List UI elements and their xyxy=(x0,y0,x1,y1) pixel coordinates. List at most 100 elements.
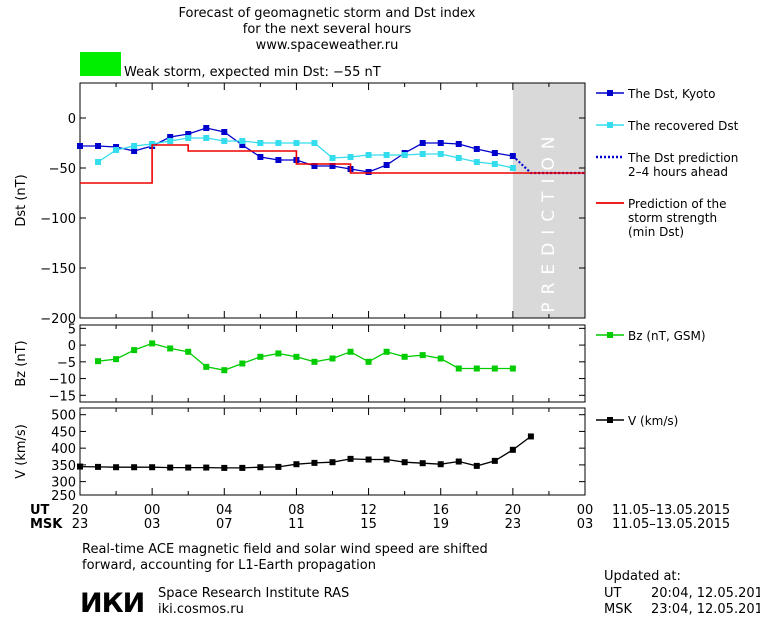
data-point xyxy=(185,131,192,137)
msk-axis-label: MSK xyxy=(30,517,63,532)
data-point xyxy=(347,154,354,160)
data-point xyxy=(329,355,336,362)
updated-msk-time: 23:04, 12.05.2015 xyxy=(651,602,760,617)
data-point xyxy=(401,353,408,360)
y-axis-label: V (km/s) xyxy=(14,424,29,479)
data-point xyxy=(383,152,390,158)
msk-date-range: 11.05–13.05.2015 xyxy=(612,517,730,532)
data-point xyxy=(131,148,138,154)
data-point xyxy=(329,163,336,169)
updated-label: Updated at: xyxy=(604,569,681,584)
data-point xyxy=(167,464,174,471)
data-point xyxy=(455,458,462,465)
data-point xyxy=(77,463,83,470)
data-point xyxy=(275,463,282,470)
ut-date-range: 11.05–13.05.2015 xyxy=(612,503,730,518)
data-point xyxy=(113,147,120,153)
figure-footer: Real-time ACE magnetic field and solar w… xyxy=(80,542,760,619)
data-point xyxy=(491,457,498,464)
data-point xyxy=(203,125,210,131)
data-point xyxy=(257,464,264,471)
prediction-band xyxy=(512,83,585,318)
y-axis-label: Bz (nT) xyxy=(14,340,29,386)
data-point xyxy=(329,459,336,466)
data-point xyxy=(239,138,246,144)
updated-ut-label: UT xyxy=(604,586,622,601)
msk-tick-label: 03 xyxy=(144,517,161,532)
legend-label: V (km/s) xyxy=(628,414,678,428)
data-point xyxy=(419,140,426,146)
data-point xyxy=(383,348,390,355)
msk-tick-label: 23 xyxy=(72,517,89,532)
data-point xyxy=(185,464,192,471)
data-point xyxy=(275,350,282,357)
data-point xyxy=(185,348,192,355)
legend-label: storm strength xyxy=(628,211,717,225)
data-point xyxy=(383,162,390,168)
dst-panel: PREDICTION 0 −50 −100 −150 −200 Dst (nT) The Ds… xyxy=(14,82,739,327)
y-tick-label: 0 xyxy=(68,112,76,127)
data-point xyxy=(275,157,282,163)
msk-tick-label: 15 xyxy=(360,517,377,532)
data-point xyxy=(509,153,516,159)
y-tick-label: −15 xyxy=(49,389,76,404)
data-point xyxy=(203,135,210,141)
data-point xyxy=(275,140,282,146)
y-tick-label: 450 xyxy=(51,425,76,440)
data-point xyxy=(293,461,300,468)
legend-marker xyxy=(607,417,613,423)
data-point xyxy=(437,461,444,468)
series-line xyxy=(80,144,585,184)
data-point xyxy=(131,143,138,149)
data-point xyxy=(437,140,444,146)
series-line xyxy=(80,127,514,173)
data-point xyxy=(401,152,408,158)
y-tick-label: 500 xyxy=(51,409,76,424)
data-point xyxy=(311,459,318,466)
ut-tick-label: 12 xyxy=(360,503,377,518)
title-line-2: for the next several hours xyxy=(243,22,412,37)
data-point xyxy=(293,140,300,146)
data-point xyxy=(347,455,354,462)
data-point xyxy=(95,463,102,470)
institute-name: Space Research Institute RAS xyxy=(158,586,349,601)
data-point xyxy=(365,152,372,158)
data-point xyxy=(257,140,264,146)
updated-ut-time: 20:04, 12.05.2015 xyxy=(651,586,760,601)
legend-label: The Dst, Kyoto xyxy=(627,87,715,101)
footer-note-line-2: forward, accounting for L1-Earth propaga… xyxy=(82,558,376,573)
data-point xyxy=(491,365,498,372)
data-point xyxy=(473,462,480,469)
y-tick-label: 5 xyxy=(68,322,76,337)
ut-tick-label: 00 xyxy=(577,503,594,518)
ut-tick-label: 04 xyxy=(216,503,233,518)
figure-header: Forecast of geomagnetic storm and Dst in… xyxy=(80,6,476,80)
footer-note-line-1: Real-time ACE magnetic field and solar w… xyxy=(82,542,488,557)
legend-label: (min Dst) xyxy=(628,225,684,239)
data-point xyxy=(419,151,426,157)
data-point xyxy=(95,358,102,365)
data-point xyxy=(203,363,210,370)
y-tick-label: 250 xyxy=(51,489,76,504)
data-point xyxy=(239,142,246,148)
data-point xyxy=(167,345,174,352)
data-point xyxy=(149,141,156,147)
y-tick-label: −5 xyxy=(57,356,76,371)
ut-axis-label: UT xyxy=(30,503,50,518)
y-tick-label: 300 xyxy=(51,476,76,491)
iki-logo: ИКИ xyxy=(80,588,144,619)
msk-tick-label: 19 xyxy=(432,517,449,532)
legend-label: The recovered Dst xyxy=(627,119,739,133)
series-line xyxy=(79,435,532,469)
legend-label: Bz (nT, GSM) xyxy=(628,329,706,343)
time-axis: UT MSK 11.05–13.05.2015 11.05–13.05.2015… xyxy=(30,503,730,532)
legend-label: 2–4 hours ahead xyxy=(628,165,728,179)
legend-marker xyxy=(607,90,613,96)
data-point xyxy=(455,141,462,147)
data-point xyxy=(221,464,228,471)
updated-msk-label: MSK xyxy=(604,602,632,617)
prediction-band-label: PREDICTION xyxy=(539,128,559,312)
data-point xyxy=(383,456,390,463)
ut-tick-label: 20 xyxy=(72,503,89,518)
